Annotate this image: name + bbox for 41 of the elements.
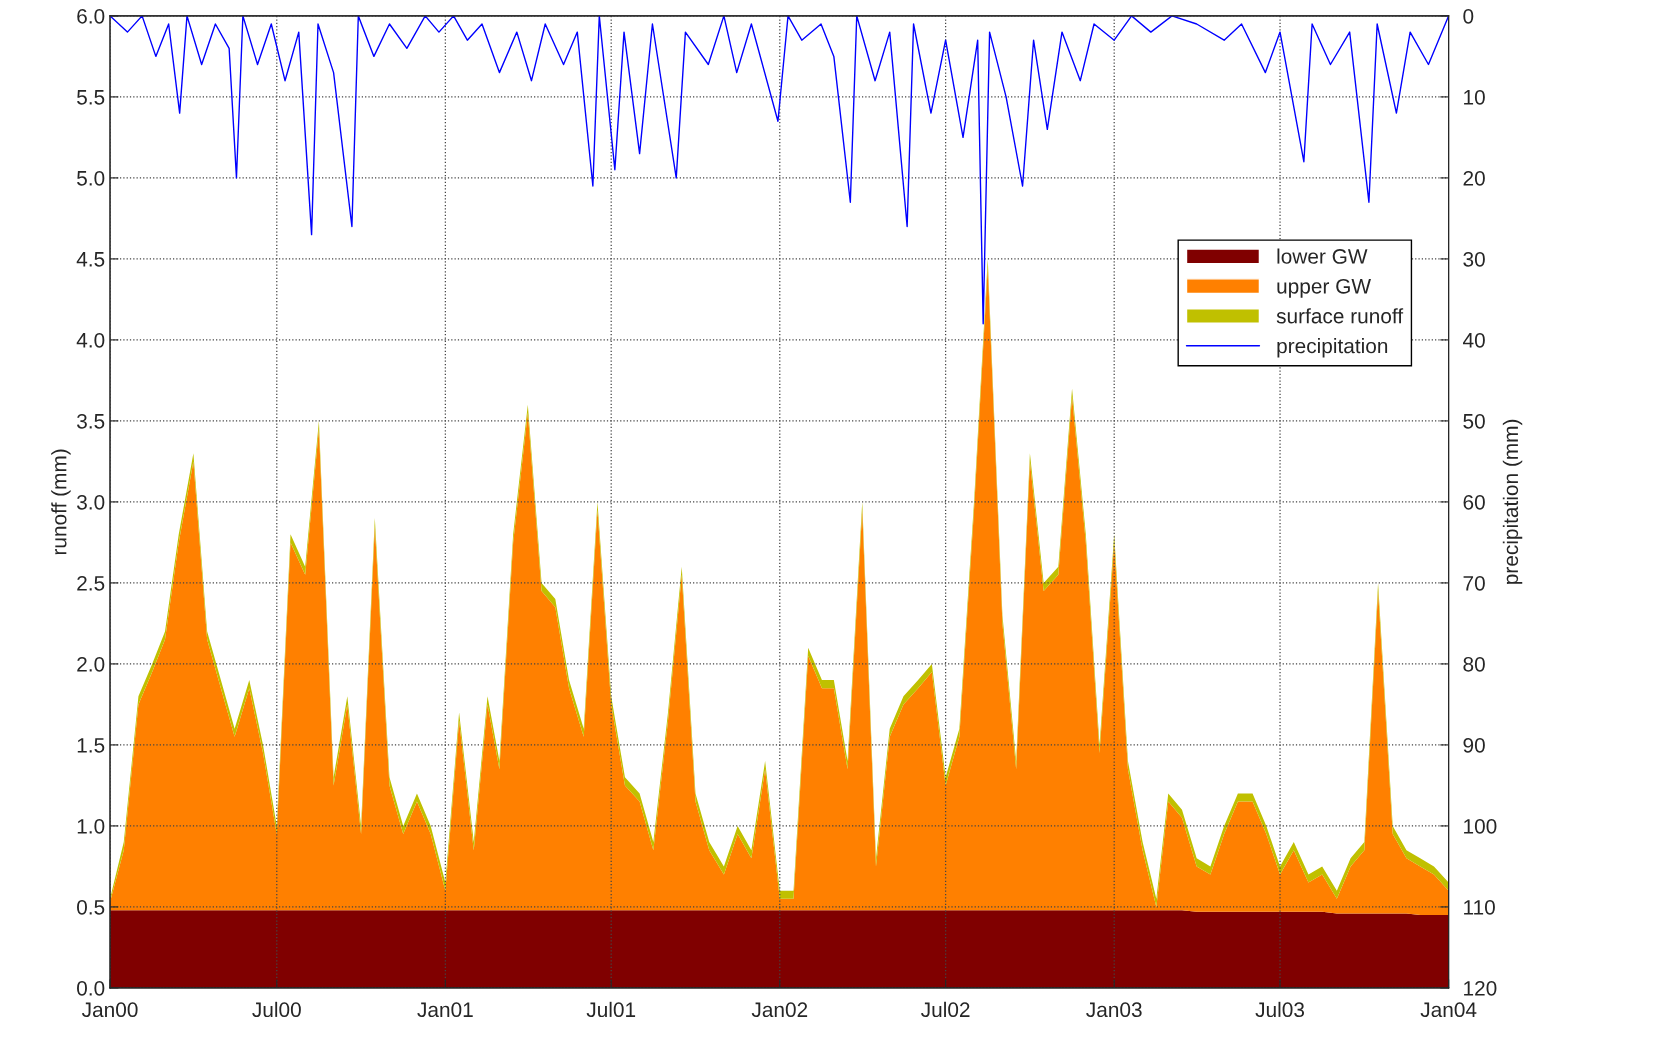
y-tick-label: 0.5 (77, 899, 105, 915)
y2-tick-label: 110 (1464, 899, 1495, 915)
x-tick-label: Jul02 (921, 1001, 970, 1018)
y-axis-title: runoff (mm) (51, 449, 71, 555)
y2-tick-label: 20 (1463, 170, 1485, 186)
y-tick-label: 3.5 (77, 413, 105, 429)
x-tick-label: Jan04 (1420, 1002, 1477, 1018)
y-tick-label: 5.0 (77, 170, 105, 186)
x-tick-label: Jan01 (417, 1002, 473, 1018)
y2-tick-label: 100 (1464, 818, 1497, 834)
x-tick-label: Jul00 (252, 1001, 301, 1018)
y-tick-label: 1.0 (77, 818, 105, 834)
y-tick-label: 4.5 (76, 252, 105, 267)
y2-tick-label: 80 (1463, 656, 1485, 672)
legend-label: upper GW (1277, 278, 1371, 298)
y2-tick-label: 30 (1463, 251, 1485, 267)
x-tick-label: Jul01 (586, 1001, 636, 1018)
y2-axis-title: precipitation (mm) (1502, 419, 1523, 584)
x-tick-label: Jan03 (1086, 1002, 1142, 1018)
y-tick-label: 5.5 (77, 90, 105, 105)
y2-tick-label: 50 (1463, 413, 1485, 429)
y2-tick-label: 120 (1464, 980, 1497, 996)
y-tick-label: 1.5 (77, 738, 105, 753)
x-tick-label: Jan00 (81, 1002, 138, 1018)
y2-tick-label: 10 (1464, 89, 1485, 105)
y2-tick-label: 90 (1463, 737, 1485, 753)
y2-tick-label: 40 (1462, 332, 1485, 348)
y-tick-label: 2.5 (77, 575, 105, 591)
y2-tick-label: 70 (1463, 575, 1485, 591)
y2-tick-label: 60 (1463, 494, 1485, 510)
y2-tick-label: 0 (1463, 8, 1474, 24)
y-tick-label: 0.0 (77, 980, 105, 996)
legend-label: surface runoff (1276, 308, 1404, 324)
y-tick-label: 6.0 (77, 8, 105, 24)
y-tick-label: 2.0 (77, 656, 105, 672)
legend-label: precipitation (1277, 338, 1388, 358)
y-tick-label: 3.0 (77, 494, 105, 510)
x-tick-label: Jul03 (1255, 1001, 1305, 1018)
legend-label: lower GW (1277, 248, 1368, 264)
x-tick-label: Jan02 (751, 1002, 808, 1018)
y-tick-label: 4.0 (76, 332, 105, 348)
